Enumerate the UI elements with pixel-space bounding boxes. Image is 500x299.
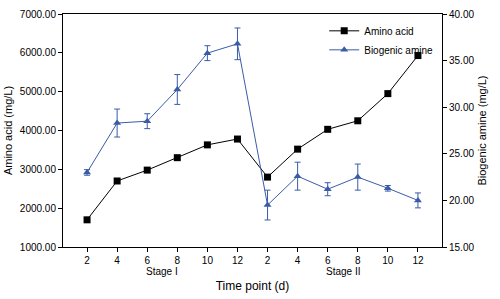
svg-text:8: 8 xyxy=(175,255,181,266)
svg-text:35.00: 35.00 xyxy=(449,55,474,66)
svg-text:10: 10 xyxy=(382,255,394,266)
svg-text:Time point (d): Time point (d) xyxy=(216,279,290,293)
svg-text:5000.00: 5000.00 xyxy=(20,86,57,97)
svg-text:15.00: 15.00 xyxy=(449,242,474,253)
svg-text:1000.00: 1000.00 xyxy=(20,242,57,253)
svg-text:12: 12 xyxy=(232,255,244,266)
svg-text:3000.00: 3000.00 xyxy=(20,164,57,175)
svg-text:Amino acid: Amino acid xyxy=(364,26,413,37)
svg-text:25.00: 25.00 xyxy=(449,148,474,159)
svg-text:12: 12 xyxy=(412,255,424,266)
svg-text:7000.00: 7000.00 xyxy=(20,9,57,20)
svg-text:20.00: 20.00 xyxy=(449,195,474,206)
svg-text:4: 4 xyxy=(295,255,301,266)
svg-text:Biogenic amine (mg/L): Biogenic amine (mg/L) xyxy=(476,75,488,185)
svg-text:4000.00: 4000.00 xyxy=(20,125,57,136)
svg-text:40.00: 40.00 xyxy=(449,9,474,20)
svg-text:Amino acid (mg/L): Amino acid (mg/L) xyxy=(2,86,14,175)
svg-text:30.00: 30.00 xyxy=(449,102,474,113)
svg-text:Stage I: Stage I xyxy=(146,266,178,277)
svg-text:6: 6 xyxy=(325,255,331,266)
svg-text:6: 6 xyxy=(144,255,150,266)
svg-text:10: 10 xyxy=(202,255,214,266)
svg-text:6000.00: 6000.00 xyxy=(20,47,57,58)
svg-text:8: 8 xyxy=(355,255,361,266)
svg-text:2000.00: 2000.00 xyxy=(20,203,57,214)
svg-text:2: 2 xyxy=(84,255,90,266)
svg-text:2: 2 xyxy=(265,255,271,266)
svg-text:Stage II: Stage II xyxy=(326,266,360,277)
svg-text:Biogenic amine: Biogenic amine xyxy=(364,45,433,56)
svg-text:4: 4 xyxy=(114,255,120,266)
